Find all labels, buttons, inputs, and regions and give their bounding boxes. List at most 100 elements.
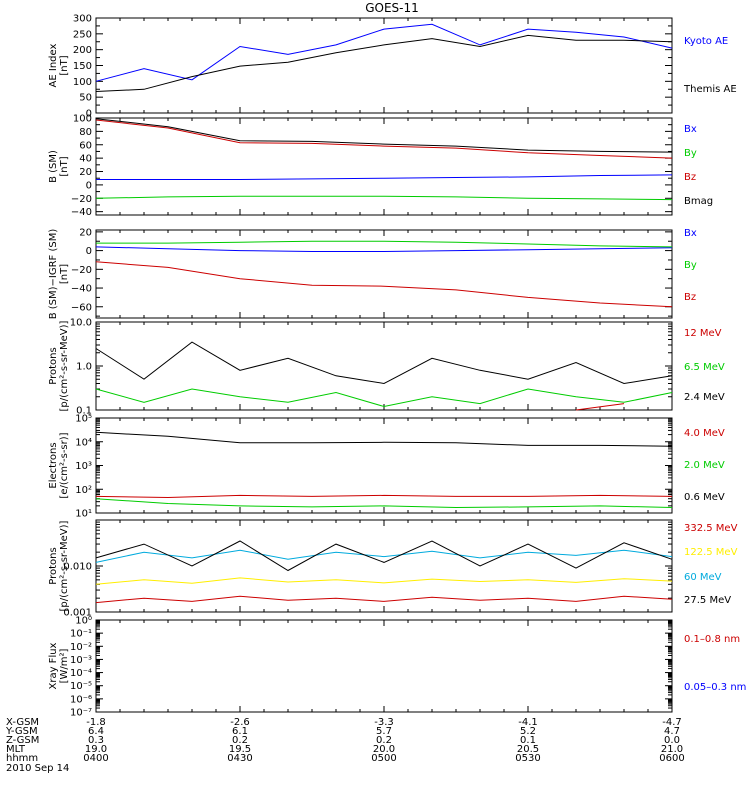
legend-label: 4.0 MeV xyxy=(684,428,725,439)
legend-label: 0.05–0.3 nm xyxy=(684,682,746,693)
y-tick-label: 250 xyxy=(73,29,92,40)
y-tick-label: −20 xyxy=(71,194,92,205)
legend-label: Kyoto AE xyxy=(684,36,728,47)
y-tick-label: −40 xyxy=(71,284,92,295)
series-line xyxy=(95,246,673,252)
y-axis-unit: [p/(cm²-s-sr-MeV)] xyxy=(59,520,70,611)
y-tick-label: 1.0 xyxy=(76,362,92,373)
y-tick-label: 80 xyxy=(79,127,92,138)
y-axis-unit: [e/(cm²-s-sr)] xyxy=(59,432,70,498)
y-tick-label: 0 xyxy=(86,246,92,257)
y-tick-label: 50 xyxy=(79,93,92,104)
footer-value: 6.4 xyxy=(88,726,104,737)
footer-value: 0.3 xyxy=(88,735,104,746)
panel-frame xyxy=(95,117,673,216)
y-axis-label: B (SM)−IGRF (SM) xyxy=(48,229,59,320)
legend-label: Bx xyxy=(684,228,697,239)
y-tick-label: 10⁻¹ xyxy=(70,629,92,640)
legend-label: By xyxy=(684,148,697,159)
legend-label: 2.4 MeV xyxy=(684,392,725,403)
y-tick-label: 0.010 xyxy=(63,562,92,573)
panel-frame xyxy=(95,321,673,411)
legend-label: By xyxy=(684,260,697,271)
y-tick-label: 150 xyxy=(73,61,92,72)
chart-title: GOES-11 xyxy=(365,1,419,15)
footer-value: 20.5 xyxy=(517,744,539,755)
footer-row-label: Y-GSM xyxy=(5,726,38,737)
y-tick-label: 10⁰ xyxy=(75,616,92,627)
footer-value: 0.1 xyxy=(520,735,536,746)
series-line xyxy=(95,577,673,585)
y-axis-label: AE Index xyxy=(48,43,59,87)
series-line xyxy=(95,595,673,604)
series-line xyxy=(575,403,625,411)
y-axis-unit: [nT] xyxy=(59,55,70,75)
y-tick-label: −40 xyxy=(71,207,92,218)
footer-value: -1.8 xyxy=(86,717,106,728)
y-axis-unit: [nT] xyxy=(59,156,70,176)
footer-value: 21.0 xyxy=(661,744,683,755)
series-line xyxy=(96,240,673,248)
y-tick-label: 10⁻⁷ xyxy=(70,708,92,719)
footer-value: 0600 xyxy=(659,753,684,764)
y-tick-label: 0 xyxy=(86,180,92,191)
legend-label: 122.5 MeV xyxy=(684,547,738,558)
y-axis-label: B (SM) xyxy=(48,150,59,183)
footer-row-label: hhmm xyxy=(6,753,38,764)
series-line xyxy=(95,549,673,563)
footer-value: 5.7 xyxy=(376,726,392,737)
footer-value: 5.2 xyxy=(520,726,536,737)
y-tick-label: 10⁻² xyxy=(70,642,92,653)
y-tick-label: 10⁻⁵ xyxy=(70,681,92,692)
y-axis-label: Electrons xyxy=(48,442,59,488)
panel-frame xyxy=(95,417,673,514)
y-tick-label: 0.1 xyxy=(76,406,92,417)
y-tick-label: 10⁻³ xyxy=(70,655,92,666)
y-tick-label: 40 xyxy=(79,154,92,165)
y-tick-label: 10⁴ xyxy=(75,437,92,448)
panel-frame xyxy=(95,619,673,713)
footer-value: 19.0 xyxy=(85,744,107,755)
footer-row-label: MLT xyxy=(6,744,26,755)
y-tick-label: 0.001 xyxy=(63,608,92,619)
footer-row-label: 2010 Sep 14 xyxy=(6,763,69,774)
y-tick-label: 10⁵ xyxy=(75,414,92,425)
legend-label: Bz xyxy=(684,172,696,183)
footer-row-label: Z-GSM xyxy=(6,735,39,746)
legend-label: 6.5 MeV xyxy=(684,362,725,373)
panel-frame xyxy=(95,17,673,114)
y-axis-unit: [W/m²] xyxy=(59,648,70,683)
legend-label: 12 MeV xyxy=(684,328,722,339)
y-tick-label: 10² xyxy=(75,485,92,496)
y-tick-label: 20 xyxy=(79,167,92,178)
footer-value: -4.7 xyxy=(662,717,682,728)
y-axis-label: Xray Flux xyxy=(48,642,59,689)
y-tick-label: 100 xyxy=(73,77,92,88)
series-line xyxy=(95,23,673,82)
footer-value: 0500 xyxy=(371,753,396,764)
y-tick-label: 10³ xyxy=(75,461,92,472)
legend-label: Bmag xyxy=(684,196,713,207)
footer-row-label: X-GSM xyxy=(6,717,39,728)
footer-value: -4.1 xyxy=(518,717,538,728)
y-tick-label: 60 xyxy=(79,140,92,151)
series-line xyxy=(95,498,673,509)
legend-label: 27.5 MeV xyxy=(684,595,731,606)
y-tick-label: −20 xyxy=(71,265,92,276)
series-line xyxy=(95,431,673,447)
series-line xyxy=(95,261,673,308)
series-line xyxy=(96,174,673,180)
footer-value: 0400 xyxy=(83,753,108,764)
series-line xyxy=(95,34,673,92)
legend-label: Themis AE xyxy=(683,84,737,95)
y-axis-label: Protons xyxy=(48,547,59,584)
legend-label: 332.5 MeV xyxy=(684,523,738,534)
footer-value: -2.6 xyxy=(230,717,250,728)
series-line xyxy=(95,195,673,201)
legend-label: 0.1–0.8 nm xyxy=(684,634,740,645)
y-tick-label: 200 xyxy=(73,45,92,56)
y-tick-label: 10⁻⁶ xyxy=(70,694,92,705)
footer-value: 19.5 xyxy=(229,744,251,755)
series-line xyxy=(95,119,673,159)
